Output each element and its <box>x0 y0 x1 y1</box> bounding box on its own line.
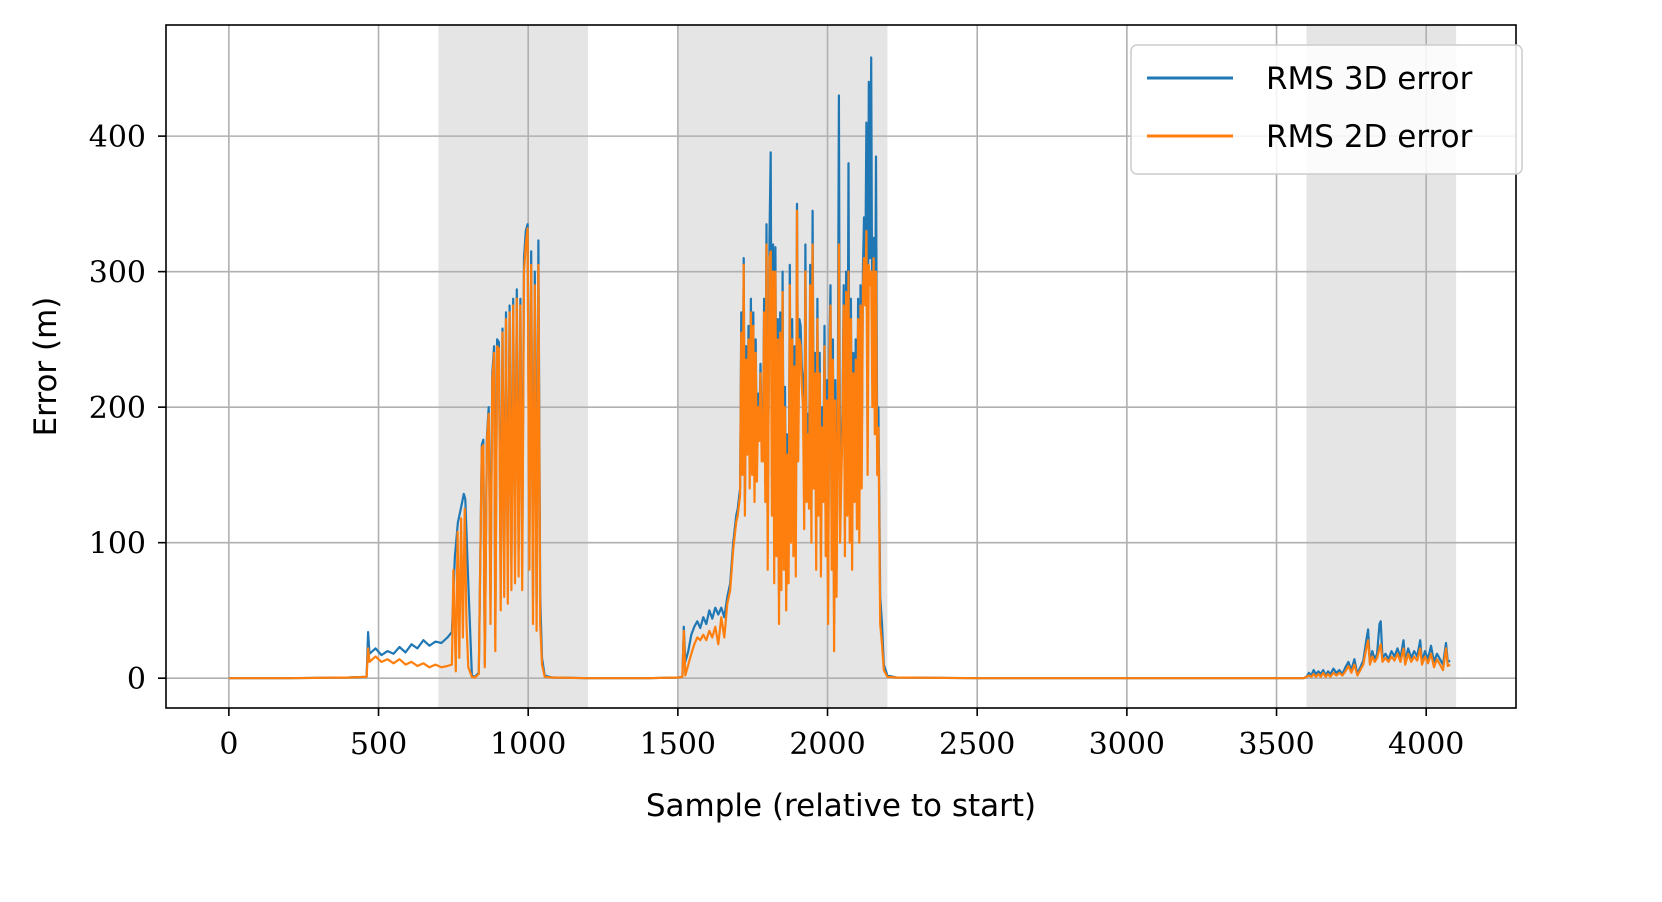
series-line-1 <box>228 209 1451 680</box>
y-axis-label: Error (m) <box>28 297 64 437</box>
x-tick-label: 3000 <box>1089 727 1165 762</box>
y-tick-label: 300 <box>89 256 146 291</box>
x-tick-label: 500 <box>350 727 407 762</box>
series-lines <box>228 56 1451 680</box>
x-tick-label: 1500 <box>640 727 716 762</box>
y-tick-label: 200 <box>89 391 146 426</box>
axis-ticks: 0 500 1000 1500 2000 2500 3000 3500 4000 0 100 200 3… <box>89 120 1465 762</box>
x-axis-label: Sample (relative to start) <box>646 788 1036 824</box>
x-tick-label: 2500 <box>939 727 1015 762</box>
x-tick-label: 2000 <box>789 727 865 762</box>
x-tick-label: 1000 <box>490 727 566 762</box>
x-tick-label: 4000 <box>1388 727 1464 762</box>
x-tick-label: 3500 <box>1238 727 1314 762</box>
plot-frame <box>165 24 1517 709</box>
legend: RMS 3D error RMS 2D error <box>1130 44 1523 175</box>
y-tick-label: 100 <box>89 527 146 562</box>
y-tick-label: 0 <box>127 662 146 697</box>
legend-label-rms-3d: RMS 3D error <box>1266 61 1473 97</box>
legend-label-rms-2d: RMS 2D error <box>1266 119 1473 155</box>
y-tick-label: 400 <box>89 120 146 155</box>
x-tick-label: 0 <box>219 727 238 762</box>
